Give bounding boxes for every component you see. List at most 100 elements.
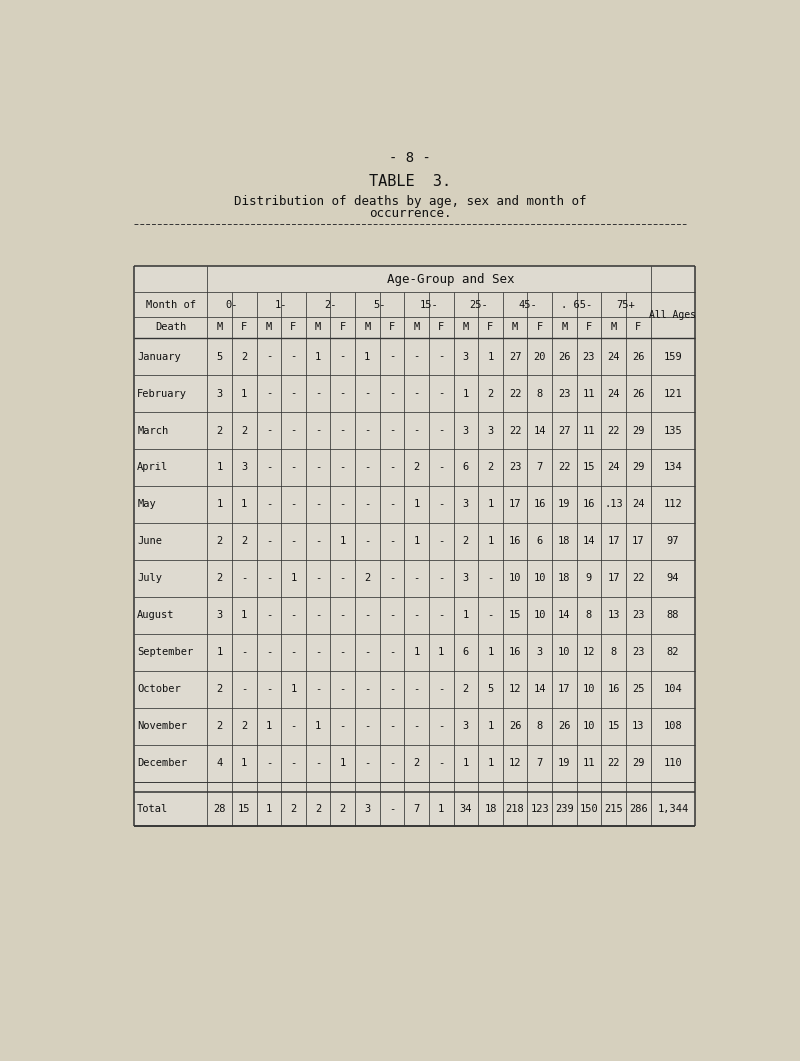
Text: -: - (266, 647, 272, 658)
Text: 7: 7 (537, 463, 543, 472)
Text: F: F (586, 323, 592, 332)
Text: -: - (315, 537, 322, 546)
Text: -: - (266, 610, 272, 621)
Text: 1: 1 (487, 721, 494, 731)
Text: 3: 3 (217, 610, 222, 621)
Text: 1: 1 (217, 647, 222, 658)
Text: 29: 29 (632, 759, 645, 768)
Text: 6: 6 (537, 537, 543, 546)
Text: F: F (438, 323, 444, 332)
Text: -: - (438, 759, 444, 768)
Text: 135: 135 (663, 425, 682, 435)
Text: 15: 15 (509, 610, 522, 621)
Text: F: F (339, 323, 346, 332)
Text: F: F (290, 323, 297, 332)
Text: January: January (138, 351, 181, 362)
Text: M: M (315, 323, 322, 332)
Text: Total: Total (138, 803, 169, 814)
Text: 121: 121 (663, 388, 682, 399)
Text: November: November (138, 721, 187, 731)
Text: 1: 1 (290, 684, 297, 694)
Text: 112: 112 (663, 500, 682, 509)
Text: 1: 1 (487, 759, 494, 768)
Text: F: F (635, 323, 642, 332)
Text: 22: 22 (558, 463, 570, 472)
Text: 1: 1 (241, 388, 247, 399)
Text: -: - (389, 610, 395, 621)
Text: -: - (364, 537, 370, 546)
Text: Age-Group and Sex: Age-Group and Sex (387, 273, 515, 285)
Text: 2: 2 (217, 684, 222, 694)
Text: M: M (414, 323, 420, 332)
Text: 25: 25 (632, 684, 645, 694)
Text: -: - (290, 388, 297, 399)
Text: 0-: 0- (226, 299, 238, 310)
Text: Death: Death (155, 323, 186, 332)
Text: 1: 1 (414, 537, 420, 546)
Text: 150: 150 (580, 803, 598, 814)
Text: 11: 11 (582, 425, 595, 435)
Text: 1: 1 (462, 388, 469, 399)
Text: -: - (389, 759, 395, 768)
Text: 3: 3 (462, 425, 469, 435)
Text: -: - (290, 537, 297, 546)
Text: 22: 22 (607, 425, 620, 435)
Text: December: December (138, 759, 187, 768)
Text: 17: 17 (558, 684, 570, 694)
Text: 2: 2 (414, 759, 420, 768)
Text: . 65-: . 65- (561, 299, 592, 310)
Text: -: - (438, 721, 444, 731)
Text: 1: 1 (290, 573, 297, 584)
Text: 1: 1 (266, 803, 272, 814)
Text: 82: 82 (666, 647, 679, 658)
Text: 159: 159 (663, 351, 682, 362)
Text: -: - (414, 684, 420, 694)
Text: 17: 17 (607, 573, 620, 584)
Text: 215: 215 (604, 803, 623, 814)
Text: 26: 26 (509, 721, 522, 731)
Text: 16: 16 (509, 647, 522, 658)
Text: -: - (389, 500, 395, 509)
Text: 2: 2 (241, 721, 247, 731)
Text: -: - (438, 500, 444, 509)
Text: 15: 15 (607, 721, 620, 731)
Text: -: - (315, 463, 322, 472)
Text: 3: 3 (217, 388, 222, 399)
Text: -: - (339, 684, 346, 694)
Text: 2: 2 (217, 573, 222, 584)
Text: June: June (138, 537, 162, 546)
Text: -: - (389, 647, 395, 658)
Text: -: - (266, 425, 272, 435)
Text: 94: 94 (666, 573, 679, 584)
Text: -: - (389, 721, 395, 731)
Text: -: - (364, 721, 370, 731)
Text: 13: 13 (607, 610, 620, 621)
Text: -: - (315, 684, 322, 694)
Text: -: - (290, 500, 297, 509)
Text: 2: 2 (462, 684, 469, 694)
Text: 3: 3 (462, 573, 469, 584)
Text: 2: 2 (241, 537, 247, 546)
Text: 2: 2 (339, 803, 346, 814)
Text: -: - (487, 610, 494, 621)
Text: -: - (364, 425, 370, 435)
Text: -: - (389, 463, 395, 472)
Text: 1-: 1- (275, 299, 287, 310)
Text: 12: 12 (509, 684, 522, 694)
Text: 10: 10 (534, 610, 546, 621)
Text: 97: 97 (666, 537, 679, 546)
Text: 12: 12 (509, 759, 522, 768)
Text: occurrence.: occurrence. (369, 207, 451, 221)
Text: 5: 5 (487, 684, 494, 694)
Text: -: - (339, 721, 346, 731)
Text: F: F (241, 323, 247, 332)
Text: -: - (487, 573, 494, 584)
Text: 23: 23 (632, 647, 645, 658)
Text: 18: 18 (558, 537, 570, 546)
Text: 26: 26 (632, 388, 645, 399)
Text: -: - (315, 573, 322, 584)
Text: 17: 17 (509, 500, 522, 509)
Text: -: - (438, 610, 444, 621)
Text: -: - (389, 573, 395, 584)
Text: -: - (315, 388, 322, 399)
